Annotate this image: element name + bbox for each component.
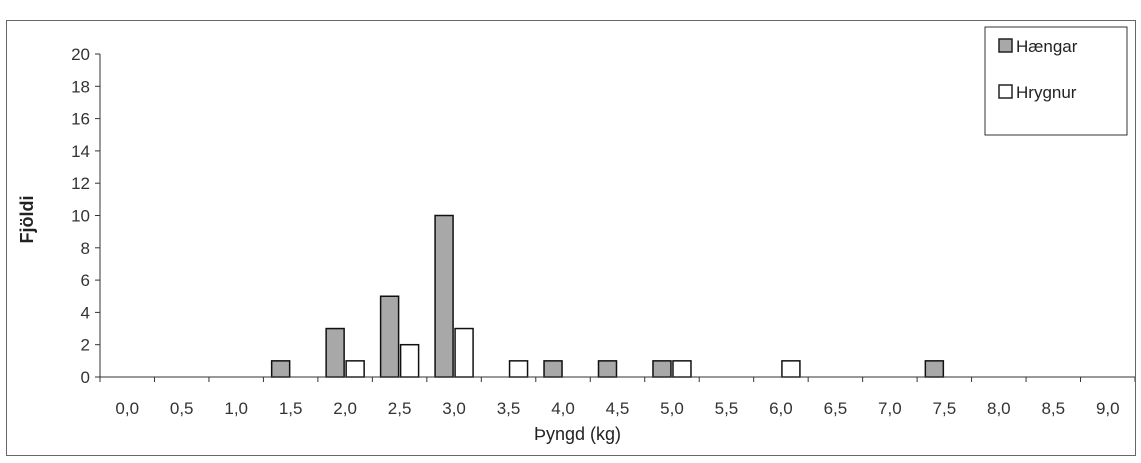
bar-hrygnur — [399, 343, 420, 378]
bar-haengar — [543, 360, 563, 378]
x-tick-label: 0,0 — [115, 399, 139, 418]
x-tick-label: 2,5 — [388, 399, 412, 418]
y-tick-label: 14 — [71, 142, 90, 161]
y-tick-label: 10 — [71, 207, 90, 226]
x-tick-label: 1,0 — [224, 399, 248, 418]
bars-layer — [270, 214, 945, 378]
x-tick-label: 3,5 — [497, 399, 521, 418]
chart-svg: 0 2 4 6 8 10 12 14 16 18 20 0,0 0,5 1,0 1,5 2,0 2,5 3,0 3,… — [17, 26, 1135, 444]
legend-swatch-hrygnur — [998, 84, 1013, 99]
legend: Hængar Hrygnur — [984, 26, 1128, 136]
x-tick-label: 2,0 — [333, 399, 357, 418]
bar-haengar — [379, 295, 400, 378]
x-axis-title: Þyngd (kg) — [534, 424, 621, 444]
bar-haengar — [597, 360, 618, 378]
x-tick-label: 5,0 — [660, 399, 684, 418]
x-tick-label: 5,5 — [715, 399, 739, 418]
bar-haengar — [924, 360, 945, 378]
y-tick-label: 2 — [81, 336, 90, 355]
x-tick-label: 4,5 — [606, 399, 630, 418]
y-tick-label: 16 — [71, 110, 90, 129]
bar-haengar — [434, 214, 454, 378]
x-tick-label: 7,0 — [878, 399, 902, 418]
bar-hrygnur — [672, 360, 692, 378]
x-tick-label: 6,0 — [769, 399, 793, 418]
ticks-layer: 0 2 4 6 8 10 12 14 16 18 20 0,0 0,5 1,0 1,5 2,0 2,5 3,0 3,… — [71, 45, 1135, 418]
axes-layer — [99, 54, 1135, 378]
bar-haengar — [325, 327, 345, 378]
bar-hrygnur — [454, 327, 474, 378]
x-tick-label: 7,5 — [933, 399, 957, 418]
y-tick-label: 18 — [71, 77, 90, 96]
x-tick-label: 8,0 — [987, 399, 1011, 418]
x-tick-label: 8,5 — [1041, 399, 1065, 418]
y-tick-label: 8 — [81, 239, 90, 258]
legend-label-haengar: Hængar — [1016, 37, 1078, 56]
y-axis-title: Fjöldi — [17, 196, 37, 244]
x-tick-label: 3,0 — [442, 399, 466, 418]
y-tick-label: 0 — [81, 368, 90, 387]
x-tick-label: 1,5 — [279, 399, 303, 418]
y-tick-label: 6 — [81, 271, 90, 290]
y-tick-label: 20 — [71, 45, 90, 64]
chart-frame: 0 2 4 6 8 10 12 14 16 18 20 0,0 0,5 1,0 1,5 2,0 2,5 3,0 3,… — [6, 20, 1136, 456]
y-tick-label: 4 — [81, 303, 90, 322]
y-tick-label: 12 — [71, 174, 90, 193]
x-tick-label: 4,0 — [551, 399, 575, 418]
legend-label-hrygnur: Hrygnur — [1016, 83, 1077, 102]
bar-hrygnur — [781, 360, 801, 378]
x-tick-label: 9,0 — [1096, 399, 1120, 418]
x-tick-label: 6,5 — [824, 399, 848, 418]
x-tick-label: 0,5 — [170, 399, 194, 418]
bar-hrygnur — [345, 360, 365, 378]
legend-swatch-haengar — [998, 38, 1013, 53]
bar-haengar — [652, 360, 672, 378]
bar-haengar — [270, 360, 291, 378]
bar-hrygnur — [508, 360, 529, 378]
